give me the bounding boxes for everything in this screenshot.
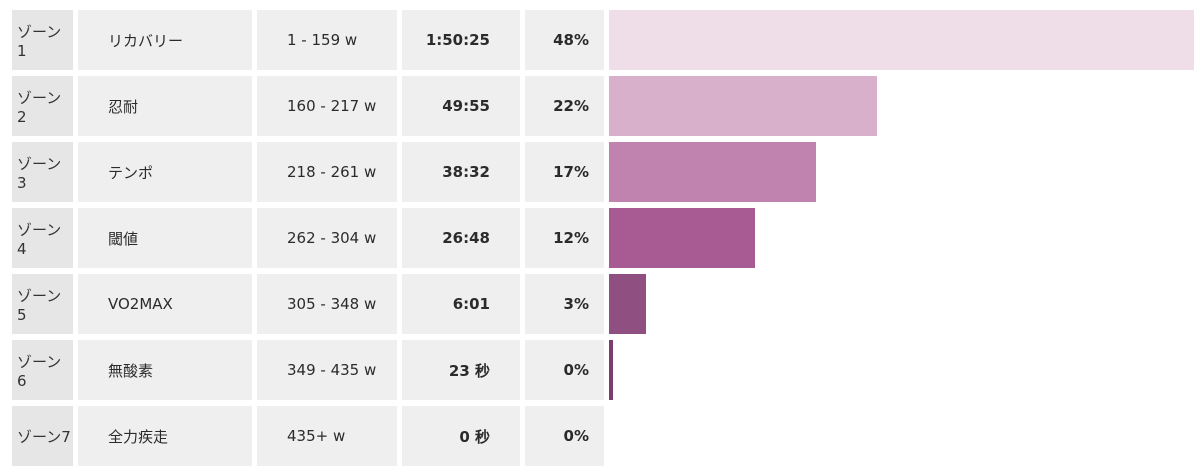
zone-bar-track [609,208,1196,268]
zone-percent: 48% [525,10,604,70]
zone-time: 1:50:25 [402,10,520,70]
zone-percent: 12% [525,208,604,268]
zone-percent: 17% [525,142,604,202]
zone-bar [609,10,1194,70]
zone-percent: 0% [525,406,604,466]
zone-name: 無酸素 [78,340,252,400]
zone-bar [609,76,877,136]
zone-row-3: ゾーン 3 テンポ 218 - 261 w 38:32 17% [12,142,1196,202]
zone-row-7: ゾーン7 全力疾走 435+ w 0 秒 0% [12,406,1196,466]
zone-time: 23 秒 [402,340,520,400]
zone-power-range: 262 - 304 w [257,208,397,268]
zone-label: ゾーン 3 [12,142,73,202]
zone-power-range: 349 - 435 w [257,340,397,400]
zone-row-4: ゾーン 4 閾値 262 - 304 w 26:48 12% [12,208,1196,268]
zone-label: ゾーン7 [12,406,73,466]
zone-label: ゾーン 4 [12,208,73,268]
zone-power-range: 435+ w [257,406,397,466]
zone-percent: 0% [525,340,604,400]
zone-name: リカバリー [78,10,252,70]
zone-name: VO2MAX [78,274,252,334]
zone-name: 忍耐 [78,76,252,136]
zone-bar-track [609,10,1196,70]
zone-bar-track [609,274,1196,334]
zone-bar-track [609,406,1196,466]
zone-power-range: 218 - 261 w [257,142,397,202]
zone-bar [609,274,646,334]
zone-bar [609,340,613,400]
zone-row-1: ゾーン 1 リカバリー 1 - 159 w 1:50:25 48% [12,10,1196,70]
zone-power-range: 160 - 217 w [257,76,397,136]
zone-time: 6:01 [402,274,520,334]
zone-power-range: 1 - 159 w [257,10,397,70]
zone-time: 0 秒 [402,406,520,466]
zone-row-2: ゾーン 2 忍耐 160 - 217 w 49:55 22% [12,76,1196,136]
zone-name: 全力疾走 [78,406,252,466]
zone-time: 38:32 [402,142,520,202]
zone-bar [609,208,755,268]
zone-row-6: ゾーン 6 無酸素 349 - 435 w 23 秒 0% [12,340,1196,400]
zone-label: ゾーン 1 [12,10,73,70]
zone-percent: 22% [525,76,604,136]
zone-bar-track [609,142,1196,202]
zone-name: テンポ [78,142,252,202]
zone-power-range: 305 - 348 w [257,274,397,334]
zone-bar-track [609,340,1196,400]
zone-label: ゾーン 2 [12,76,73,136]
zone-percent: 3% [525,274,604,334]
zone-time: 49:55 [402,76,520,136]
zone-row-5: ゾーン 5 VO2MAX 305 - 348 w 6:01 3% [12,274,1196,334]
zone-bar-track [609,76,1196,136]
zone-label: ゾーン 5 [12,274,73,334]
zone-label: ゾーン 6 [12,340,73,400]
zone-name: 閾値 [78,208,252,268]
zone-time: 26:48 [402,208,520,268]
zone-bar [609,142,816,202]
